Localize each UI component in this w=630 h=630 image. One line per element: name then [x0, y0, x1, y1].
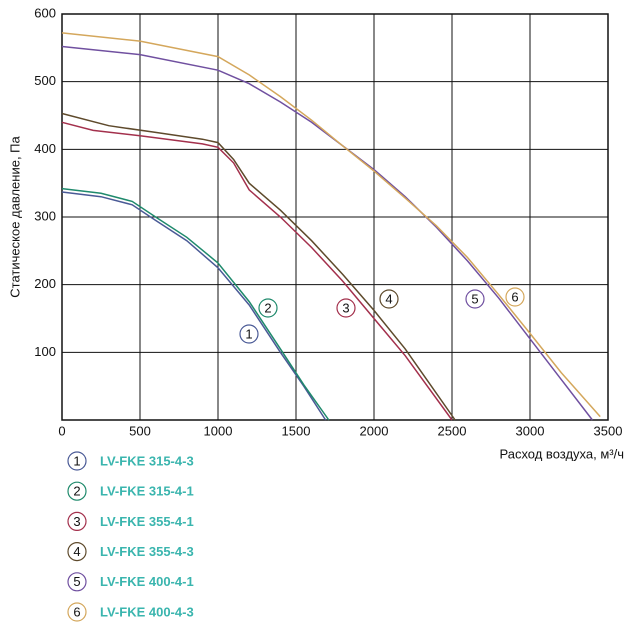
- legend-label: LV-FKE 315-4-3: [100, 453, 194, 468]
- legend-label: LV-FKE 355-4-1: [100, 514, 194, 529]
- curve-tag-circle: [465, 289, 485, 309]
- y-tick-label: 100: [34, 344, 56, 359]
- y-tick-label: 500: [34, 73, 56, 88]
- series-line: [61, 45, 593, 421]
- x-axis-label: Расход воздуха, м³/ч: [499, 446, 624, 461]
- legend-circle: [67, 572, 87, 592]
- y-tick-label: 600: [34, 5, 56, 20]
- curve-tag: 5: [471, 291, 478, 306]
- curve-tag: 3: [342, 300, 349, 315]
- legend-label: LV-FKE 315-4-1: [100, 484, 194, 499]
- x-tick-label: 0: [58, 423, 65, 438]
- series-line: [61, 121, 453, 421]
- y-axis-label: Статическое давление, Па: [7, 136, 22, 298]
- legend-circle: [67, 481, 87, 501]
- curve-tag: 4: [385, 291, 392, 306]
- y-tick-label: 300: [34, 208, 56, 223]
- legend-label: LV-FKE 400-4-3: [100, 604, 194, 619]
- curve-tag: 2: [264, 300, 271, 315]
- x-tick-label: 3500: [594, 423, 623, 438]
- legend-number: 5: [73, 574, 80, 589]
- y-tick-label: 200: [34, 276, 56, 291]
- x-tick-label: 3000: [516, 423, 545, 438]
- legend-number: 4: [73, 544, 80, 559]
- series-line: [61, 187, 330, 421]
- plot-frame: [61, 13, 609, 421]
- curve-tag: 1: [245, 326, 252, 341]
- curve-tag-circle: [239, 324, 259, 344]
- x-tick-label: 2500: [438, 423, 467, 438]
- x-tick-label: 1500: [282, 423, 311, 438]
- curve-tag-circle: [379, 289, 399, 309]
- curve-tag-circle: [505, 287, 525, 307]
- legend-circle: [67, 451, 87, 471]
- legend-number: 1: [73, 453, 80, 468]
- legend-number: 6: [73, 604, 80, 619]
- y-tick-label: 400: [34, 141, 56, 156]
- legend-label: LV-FKE 400-4-1: [100, 574, 194, 589]
- curve-tag-circle: [258, 298, 278, 318]
- legend-label: LV-FKE 355-4-3: [100, 544, 194, 559]
- series-line: [61, 191, 327, 421]
- x-tick-label: 1000: [204, 423, 233, 438]
- legend-circle: [67, 511, 87, 532]
- x-tick-label: 2000: [360, 423, 389, 438]
- curve-tag-circle: [336, 298, 356, 318]
- legend-number: 3: [73, 514, 80, 529]
- curve-tag: 6: [511, 289, 518, 304]
- series-line: [61, 112, 456, 421]
- legend-circle: [67, 602, 87, 622]
- x-tick-label: 500: [129, 423, 151, 438]
- series-line: [61, 32, 601, 418]
- legend-circle: [67, 541, 87, 562]
- legend-number: 2: [73, 484, 80, 499]
